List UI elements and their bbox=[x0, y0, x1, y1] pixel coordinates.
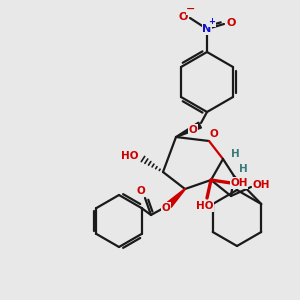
Text: O: O bbox=[178, 12, 188, 22]
Text: N: N bbox=[202, 24, 211, 34]
Text: H: H bbox=[238, 164, 247, 174]
Text: OH: OH bbox=[252, 180, 270, 190]
Text: −: − bbox=[186, 4, 196, 14]
Text: O: O bbox=[226, 18, 236, 28]
Text: +: + bbox=[208, 17, 215, 26]
Text: O: O bbox=[210, 129, 218, 139]
Text: O: O bbox=[136, 186, 146, 196]
Text: HO: HO bbox=[121, 151, 139, 161]
Text: HO: HO bbox=[196, 201, 214, 211]
Polygon shape bbox=[176, 122, 201, 137]
Text: O: O bbox=[162, 203, 170, 213]
Text: OH: OH bbox=[230, 178, 248, 188]
Text: H: H bbox=[231, 149, 239, 159]
Polygon shape bbox=[167, 189, 185, 207]
Text: O: O bbox=[189, 125, 197, 135]
